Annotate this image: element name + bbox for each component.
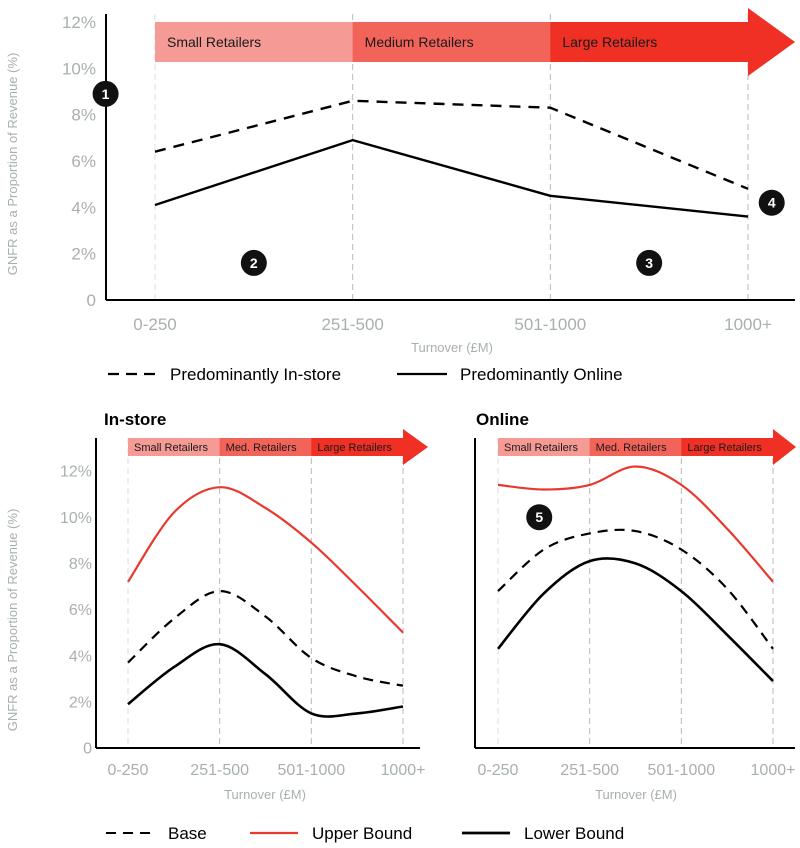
main-x-tick: 0-250 bbox=[133, 315, 176, 334]
chart-instore: In-store Small Retailers Med. Retailers La… bbox=[5, 410, 428, 802]
main-marker-label-1: 1 bbox=[102, 86, 110, 102]
online-x-tick: 501-1000 bbox=[648, 762, 716, 779]
main-y-ticks: 0 2% 4% 6% 8% 10% 12% bbox=[62, 13, 96, 310]
online-band-label-1: Small Retailers bbox=[504, 442, 578, 454]
instore-series-dashed bbox=[127, 589, 404, 687]
main-y-axis-label: GNFR as a Proportion of Revenue (%) bbox=[5, 53, 20, 276]
instore-y-tick: 0 bbox=[83, 741, 92, 758]
online-x-ticks: 0-250 251-500 501-1000 1000+ bbox=[478, 762, 796, 779]
instore-y-tick: 10% bbox=[60, 510, 92, 527]
instore-band-label-1: Small Retailers bbox=[134, 442, 208, 454]
instore-band-2 bbox=[219, 438, 312, 456]
online-series bbox=[496, 465, 774, 683]
instore-y-tick: 12% bbox=[60, 464, 92, 481]
main-gridlines bbox=[154, 14, 749, 300]
instore-x-tick: 501-1000 bbox=[278, 762, 346, 779]
main-band-label-3: Large Retailers bbox=[562, 34, 657, 50]
instore-x-ticks: 0-250 251-500 501-1000 1000+ bbox=[108, 762, 426, 779]
online-retailer-bands: Small Retailers Med. Retailers Large Retai… bbox=[498, 429, 796, 465]
online-band-label-2: Med. Retailers bbox=[596, 442, 667, 454]
instore-band-label-3: Large Retailers bbox=[317, 442, 392, 454]
main-marker-label-4: 4 bbox=[768, 195, 776, 211]
main-band-3 bbox=[550, 22, 749, 62]
instore-y-tick: 2% bbox=[69, 694, 92, 711]
main-marker-2 bbox=[240, 249, 267, 276]
instore-band-1 bbox=[128, 438, 221, 456]
main-band-2 bbox=[352, 22, 551, 62]
instore-series-solid bbox=[127, 642, 404, 718]
legend-online-label: Predominantly Online bbox=[460, 365, 623, 384]
online-gridlines bbox=[497, 438, 774, 748]
online-title: Online bbox=[476, 410, 529, 429]
main-marker-4 bbox=[758, 189, 785, 216]
main-series bbox=[154, 99, 749, 218]
instore-y-tick: 6% bbox=[69, 602, 92, 619]
legend-lower-label: Lower Bound bbox=[524, 824, 624, 843]
main-markers: 1 2 3 4 bbox=[92, 80, 785, 276]
main-marker-1 bbox=[92, 80, 119, 107]
online-x-tick: 0-250 bbox=[478, 762, 519, 779]
main-series-dashed bbox=[154, 99, 749, 190]
instore-band-label-2: Med. Retailers bbox=[226, 442, 297, 454]
main-marker-label-2: 2 bbox=[250, 255, 258, 271]
online-x-tick: 251-500 bbox=[560, 762, 619, 779]
main-y-tick: 6% bbox=[71, 152, 96, 171]
main-x-tick: 251-500 bbox=[321, 315, 383, 334]
main-band-label-2: Medium Retailers bbox=[365, 34, 474, 50]
main-x-axis-label: Turnover (£M) bbox=[411, 340, 493, 355]
main-x-tick: 1000+ bbox=[724, 315, 772, 334]
main-y-tick: 10% bbox=[62, 59, 96, 78]
main-retailer-bands: Small Retailers Medium Retailers Large Ret… bbox=[155, 8, 795, 76]
online-band-label-3: Large Retailers bbox=[687, 442, 762, 454]
online-series-solid bbox=[496, 557, 774, 683]
instore-y-axis-label: GNFR as a Proportion of Revenue (%) bbox=[5, 509, 20, 732]
legend-instore-label: Predominantly In-store bbox=[170, 365, 341, 384]
online-band-1 bbox=[498, 438, 591, 456]
main-y-tick: 12% bbox=[62, 13, 96, 32]
instore-series bbox=[127, 486, 404, 718]
instore-x-tick: 251-500 bbox=[190, 762, 249, 779]
main-marker-label-3: 3 bbox=[645, 255, 653, 271]
online-markers: 5 bbox=[526, 504, 553, 531]
online-series-dashed bbox=[497, 528, 774, 650]
online-marker-label-5: 5 bbox=[535, 509, 543, 525]
instore-y-tick: 4% bbox=[69, 648, 92, 665]
instore-gridlines bbox=[127, 438, 404, 748]
instore-band-3 bbox=[311, 438, 404, 456]
main-x-ticks: 0-250 251-500 501-1000 1000+ bbox=[133, 315, 772, 334]
instore-x-axis-label: Turnover (£M) bbox=[224, 787, 306, 802]
online-x-axis-label: Turnover (£M) bbox=[595, 787, 677, 802]
instore-retailer-bands: Small Retailers Med. Retailers Large Retai… bbox=[128, 429, 428, 465]
main-y-tick: 4% bbox=[71, 198, 96, 217]
instore-x-tick: 0-250 bbox=[108, 762, 149, 779]
chart-online: Online Small Retailers Med. Retailers Larg… bbox=[474, 410, 796, 802]
chart-main: Small Retailers Medium Retailers Large Ret… bbox=[5, 8, 795, 355]
online-band-2 bbox=[589, 438, 682, 456]
online-series-upper bbox=[497, 465, 774, 583]
online-band-3 bbox=[681, 438, 774, 456]
online-marker-5 bbox=[526, 504, 553, 531]
instore-series-upper bbox=[127, 486, 404, 634]
main-y-tick: 2% bbox=[71, 245, 96, 264]
main-band-arrow bbox=[748, 8, 795, 76]
online-x-tick: 1000+ bbox=[751, 762, 796, 779]
instore-y-tick: 8% bbox=[69, 556, 92, 573]
instore-title: In-store bbox=[104, 410, 166, 429]
legend-base-label: Base bbox=[168, 824, 207, 843]
main-y-tick: 8% bbox=[71, 106, 96, 125]
main-y-tick: 0 bbox=[87, 291, 96, 310]
instore-y-ticks: 0 2% 4% 6% 8% 10% 12% bbox=[60, 464, 92, 758]
online-band-arrow bbox=[773, 429, 796, 465]
legend-upper-label: Upper Bound bbox=[312, 824, 412, 843]
instore-x-tick: 1000+ bbox=[381, 762, 426, 779]
main-x-tick: 501-1000 bbox=[514, 315, 586, 334]
main-band-1 bbox=[155, 22, 354, 62]
top-legend: Predominantly In-store Predominantly Onl… bbox=[108, 365, 623, 384]
main-band-label-1: Small Retailers bbox=[167, 34, 261, 50]
instore-band-arrow bbox=[403, 429, 428, 465]
main-marker-3 bbox=[636, 249, 663, 276]
main-series-solid bbox=[154, 138, 749, 218]
bottom-legend: Base Upper Bound Lower Bound bbox=[106, 824, 624, 843]
